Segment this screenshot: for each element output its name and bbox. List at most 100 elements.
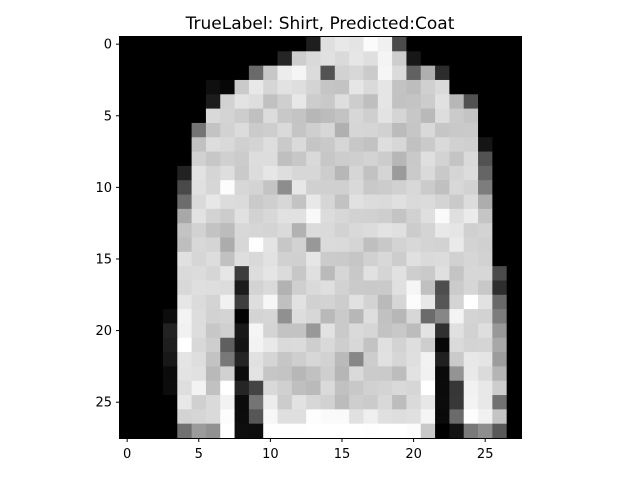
heatmap-cell bbox=[392, 280, 408, 296]
heatmap-cell bbox=[506, 194, 522, 210]
heatmap-cell bbox=[134, 423, 150, 439]
heatmap-cell bbox=[406, 423, 422, 439]
heatmap-cell bbox=[449, 65, 465, 81]
heatmap-cell bbox=[392, 51, 408, 67]
heatmap-cell bbox=[162, 309, 178, 325]
heatmap-cell bbox=[377, 352, 393, 367]
heatmap-cell bbox=[277, 194, 293, 210]
heatmap-cell bbox=[134, 237, 150, 253]
heatmap-cell bbox=[191, 51, 207, 67]
heatmap-cell bbox=[148, 108, 164, 124]
heatmap-cell bbox=[377, 122, 393, 138]
heatmap-cell bbox=[120, 266, 135, 282]
heatmap-cell bbox=[177, 309, 193, 325]
heatmap-cell bbox=[177, 337, 193, 353]
heatmap-cell bbox=[349, 323, 365, 339]
heatmap-cell bbox=[306, 352, 322, 367]
heatmap-cell bbox=[349, 122, 365, 138]
heatmap-cell bbox=[377, 108, 393, 124]
heatmap-cell bbox=[205, 151, 221, 167]
heatmap-cell bbox=[406, 108, 422, 124]
heatmap-cell bbox=[205, 79, 221, 95]
heatmap-cell bbox=[363, 337, 379, 353]
heatmap-cell bbox=[220, 180, 236, 196]
heatmap-cell bbox=[349, 108, 365, 124]
heatmap-cell bbox=[248, 395, 264, 410]
heatmap-cell bbox=[320, 409, 336, 425]
heatmap-cell bbox=[191, 409, 207, 425]
heatmap-cell bbox=[449, 237, 465, 253]
heatmap-cell bbox=[120, 137, 135, 153]
heatmap-cell bbox=[191, 108, 207, 124]
heatmap-cell bbox=[162, 337, 178, 353]
heatmap-cell bbox=[306, 194, 322, 210]
heatmap-cell bbox=[449, 423, 465, 439]
heatmap-cell bbox=[120, 180, 135, 196]
heatmap-cell bbox=[449, 352, 465, 367]
heatmap-cell bbox=[349, 423, 365, 439]
heatmap-cell bbox=[162, 266, 178, 282]
heatmap-cell bbox=[392, 309, 408, 325]
heatmap-cell bbox=[392, 180, 408, 196]
heatmap-cell bbox=[349, 409, 365, 425]
heatmap-cell bbox=[420, 194, 436, 210]
heatmap-cell bbox=[148, 180, 164, 196]
heatmap-cell bbox=[363, 237, 379, 253]
heatmap-cell bbox=[463, 65, 479, 81]
heatmap-cell bbox=[406, 137, 422, 153]
heatmap-cell bbox=[492, 366, 508, 382]
heatmap-cell bbox=[248, 251, 264, 267]
heatmap-cell bbox=[148, 37, 164, 52]
heatmap-cell bbox=[277, 65, 293, 81]
heatmap-cell bbox=[277, 94, 293, 110]
heatmap-cell bbox=[191, 137, 207, 153]
heatmap-cell bbox=[420, 251, 436, 267]
heatmap-cell bbox=[392, 37, 408, 52]
heatmap-cell bbox=[120, 151, 135, 167]
heatmap-cell bbox=[205, 180, 221, 196]
heatmap-cell bbox=[248, 294, 264, 310]
heatmap-cell bbox=[277, 223, 293, 239]
heatmap-cell bbox=[162, 208, 178, 224]
heatmap-cell bbox=[392, 395, 408, 410]
heatmap-cell bbox=[363, 108, 379, 124]
heatmap-cell bbox=[277, 352, 293, 367]
heatmap-cell bbox=[406, 51, 422, 67]
heatmap-cell bbox=[406, 251, 422, 267]
heatmap-cell bbox=[134, 366, 150, 382]
heatmap-cell bbox=[334, 94, 350, 110]
heatmap-cell bbox=[234, 180, 250, 196]
y-tick-label: 10 bbox=[95, 181, 112, 196]
heatmap-cell bbox=[392, 323, 408, 339]
heatmap-cell bbox=[291, 108, 307, 124]
heatmap-cell bbox=[205, 137, 221, 153]
heatmap-cell bbox=[205, 309, 221, 325]
heatmap-cell bbox=[492, 409, 508, 425]
y-axis: 0 5 10 15 20 25 bbox=[95, 38, 120, 411]
heatmap-cell bbox=[363, 180, 379, 196]
heatmap-cell bbox=[334, 223, 350, 239]
heatmap-cell bbox=[291, 79, 307, 95]
heatmap-cell bbox=[463, 309, 479, 325]
heatmap-cell bbox=[291, 309, 307, 325]
heatmap-cell bbox=[234, 223, 250, 239]
heatmap-cell bbox=[334, 165, 350, 181]
heatmap-cell bbox=[406, 309, 422, 325]
heatmap-cell bbox=[120, 352, 135, 367]
heatmap-cell bbox=[134, 108, 150, 124]
heatmap-cell bbox=[220, 151, 236, 167]
heatmap-cell bbox=[506, 79, 522, 95]
heatmap-cell bbox=[120, 194, 135, 210]
heatmap-cell bbox=[248, 151, 264, 167]
heatmap-cell bbox=[349, 223, 365, 239]
heatmap-cell bbox=[377, 65, 393, 81]
heatmap-cell bbox=[349, 251, 365, 267]
heatmap-cell bbox=[506, 352, 522, 367]
heatmap-cell bbox=[205, 94, 221, 110]
heatmap-cell bbox=[363, 309, 379, 325]
heatmap-cell bbox=[306, 108, 322, 124]
heatmap-cell bbox=[506, 237, 522, 253]
heatmap-cell bbox=[478, 294, 493, 310]
heatmap-cell bbox=[506, 395, 522, 410]
heatmap-cell bbox=[205, 208, 221, 224]
